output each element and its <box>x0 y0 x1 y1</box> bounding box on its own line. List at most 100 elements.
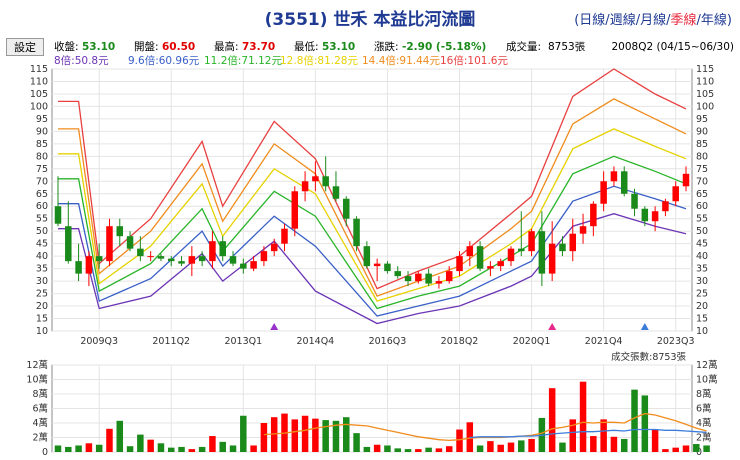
price-y-tick-right: 60 <box>696 201 708 212</box>
high-label: 最高: <box>214 40 239 53</box>
price-y-tick-right: 90 <box>696 126 708 137</box>
price-y-tick-right: 35 <box>696 264 708 275</box>
price-y-tick-left: 50 <box>36 226 48 237</box>
volume-y-tick-left: 6萬 <box>32 403 48 415</box>
candle-body <box>415 273 422 282</box>
candle-body <box>301 181 309 192</box>
volume-y-tick-right: 8萬 <box>696 388 712 400</box>
candle-body <box>291 191 299 229</box>
candle-body <box>538 231 546 274</box>
candle-body <box>65 226 72 262</box>
volume-bar <box>178 446 185 452</box>
volume-caption-value: 8753張 <box>652 352 686 363</box>
price-y-tick-left: 75 <box>36 164 48 175</box>
low-value: 53.10 <box>322 41 355 53</box>
volume-bar <box>65 446 72 452</box>
volume-bar <box>641 395 649 452</box>
candle-body <box>384 263 391 272</box>
price-y-tick-left: 85 <box>36 139 48 150</box>
volume-bar <box>301 415 309 452</box>
volume-bar <box>435 448 443 452</box>
price-y-tick-left: 60 <box>36 201 48 212</box>
price-y-tick-right: 80 <box>696 151 708 162</box>
volume-bar <box>559 442 566 452</box>
pe-band-line <box>58 213 687 325</box>
volume-bar <box>662 449 669 452</box>
candle-body <box>456 256 463 272</box>
price-y-tick-right: 85 <box>696 139 708 150</box>
volume-bar <box>425 447 432 452</box>
price-y-tick-right: 40 <box>696 251 708 262</box>
volume-bar <box>126 446 134 452</box>
volume-bar <box>600 419 607 452</box>
volume-bar <box>75 445 82 452</box>
volume-bar <box>363 446 371 452</box>
price-y-tick-left: 40 <box>36 251 48 262</box>
price-y-tick-right: 50 <box>696 226 708 237</box>
volume-y-tick-right: 4萬 <box>696 417 712 429</box>
candle-body <box>137 248 144 257</box>
period-monthly-link[interactable]: 月線 <box>640 13 667 28</box>
price-y-tick-left: 30 <box>36 276 48 287</box>
volume-bar <box>651 429 659 452</box>
pe-band-line <box>58 128 687 302</box>
candle-body <box>476 246 484 269</box>
volume-bar <box>250 445 257 452</box>
price-y-tick-right: 65 <box>696 189 708 200</box>
close-label: 收盤: <box>54 40 79 53</box>
volume-bar <box>188 449 196 452</box>
candle-body <box>435 281 443 284</box>
period-yearly-link[interactable]: 年線 <box>700 13 727 28</box>
volume-bar <box>198 446 206 452</box>
period-daily-link[interactable]: 日線 <box>579 13 606 28</box>
price-y-tick-right: 105 <box>696 89 714 100</box>
volume-y-tick-right: 0 <box>696 447 702 458</box>
volume-bar <box>528 438 535 452</box>
period-weekly-link[interactable]: 週線 <box>609 13 636 28</box>
volume-bar <box>404 449 412 452</box>
volume-bar <box>312 418 319 452</box>
candle-body <box>610 171 618 182</box>
price-y-tick-left: 45 <box>36 239 48 250</box>
period-quarterly-link[interactable]: 季線 <box>670 13 697 28</box>
price-x-tick: 2013Q1 <box>224 336 262 347</box>
volume-caption: 成交張數:8753張 <box>611 351 686 363</box>
candle-body <box>353 218 360 247</box>
price-y-tick-right: 110 <box>696 76 714 87</box>
candle-body <box>188 256 196 264</box>
candle-body <box>641 208 649 222</box>
volume-bar <box>219 441 226 452</box>
volume-bar <box>394 448 401 452</box>
candle-body <box>157 256 165 259</box>
high-value: 73.70 <box>242 41 275 53</box>
settings-button[interactable]: 設定 <box>6 38 44 56</box>
volume-bar <box>167 447 175 452</box>
volume-bar <box>476 445 484 452</box>
candle-body <box>178 261 185 264</box>
candle-body <box>507 248 515 262</box>
volume-bar <box>415 449 422 452</box>
candle-body <box>528 231 535 252</box>
volume-bar <box>445 446 453 452</box>
candle-body <box>116 226 124 237</box>
candle-body <box>651 211 659 222</box>
pe-legend-item: 9.6倍:60.96元 <box>128 54 200 67</box>
price-x-tick: 2009Q3 <box>80 336 118 347</box>
candle-body <box>662 201 669 212</box>
candle-body <box>466 246 474 257</box>
pe-band-line <box>58 98 687 297</box>
volume-ma-orange-line <box>263 412 707 442</box>
volume-caption-label: 成交張數: <box>611 351 652 363</box>
candle-body <box>445 271 453 282</box>
candle-body <box>250 261 257 269</box>
volume-bar <box>343 417 350 452</box>
pe-legend-item: 11.2倍:71.12元 <box>204 54 282 67</box>
candle-body <box>672 186 679 202</box>
price-x-tick: 2023Q3 <box>657 336 695 347</box>
candle-body <box>425 273 432 284</box>
volume-bar <box>322 420 329 452</box>
price-y-tick-left: 10 <box>36 326 48 337</box>
change-label: 漲跌: <box>374 40 399 53</box>
volume-bar <box>229 445 237 452</box>
